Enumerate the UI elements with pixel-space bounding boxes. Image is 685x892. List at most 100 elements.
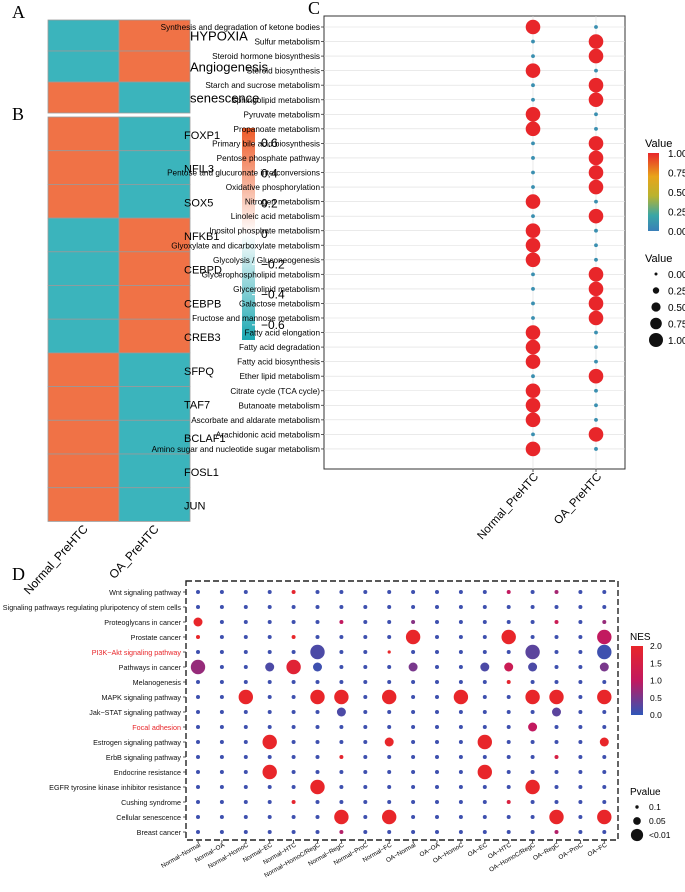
data-point bbox=[310, 644, 325, 660]
data-point bbox=[196, 725, 200, 729]
data-point bbox=[411, 680, 416, 684]
data-point bbox=[531, 39, 535, 44]
data-point bbox=[196, 605, 200, 609]
data-point bbox=[219, 815, 224, 819]
y-tick-label: Cellular senescence bbox=[116, 813, 181, 822]
heat-cell bbox=[47, 352, 120, 387]
data-point bbox=[291, 650, 296, 654]
data-point bbox=[482, 815, 487, 819]
y-tick-label: Primary bile acid biosynthesis bbox=[212, 139, 320, 148]
y-tick-label: Fatty acid elongation bbox=[244, 329, 320, 338]
data-point bbox=[588, 92, 604, 108]
legend-size-key bbox=[651, 302, 661, 312]
data-point bbox=[482, 605, 487, 609]
data-point bbox=[363, 785, 368, 789]
data-point bbox=[506, 755, 511, 759]
heatmap-colorbar: 0.6 0.4 0.2 0 −0.2 −0.4 −0.6 bbox=[242, 128, 285, 340]
y-tick-label: Signaling pathways regulating pluripoten… bbox=[3, 603, 182, 612]
colorbar-tick-label: 0 bbox=[261, 227, 268, 241]
data-point bbox=[387, 650, 391, 654]
y-tick-label: Wnt signaling pathway bbox=[109, 588, 181, 597]
data-point bbox=[411, 620, 416, 624]
nes-legend-bar bbox=[631, 646, 643, 715]
data-point bbox=[594, 403, 598, 408]
data-point bbox=[458, 770, 463, 774]
data-point bbox=[588, 179, 604, 195]
data-point bbox=[387, 785, 392, 789]
data-point bbox=[339, 785, 344, 789]
data-point bbox=[482, 650, 487, 654]
data-point bbox=[334, 689, 349, 705]
heat-cell bbox=[47, 116, 120, 152]
y-tick-label: Fructose and mannose metabolism bbox=[192, 314, 320, 323]
data-point bbox=[243, 725, 248, 729]
data-point bbox=[602, 830, 607, 834]
data-point bbox=[411, 710, 416, 714]
data-point bbox=[525, 107, 541, 122]
data-point bbox=[477, 764, 492, 780]
data-point bbox=[458, 740, 463, 744]
plot-frame bbox=[323, 15, 626, 470]
data-point bbox=[315, 620, 320, 624]
heat-row-label: HYPOXIA bbox=[190, 29, 248, 44]
data-point bbox=[387, 635, 392, 639]
legend-tick-label: 0.25 bbox=[668, 208, 685, 219]
data-point bbox=[243, 635, 248, 639]
data-point bbox=[554, 665, 559, 669]
data-point bbox=[219, 635, 224, 639]
data-point bbox=[530, 815, 535, 819]
data-point bbox=[219, 770, 224, 774]
data-point bbox=[578, 770, 583, 774]
data-point bbox=[531, 97, 535, 102]
data-point bbox=[435, 710, 439, 714]
data-point bbox=[458, 785, 463, 789]
data-point bbox=[594, 25, 598, 29]
panel-label-d: D bbox=[12, 564, 25, 584]
data-point bbox=[531, 54, 535, 58]
data-point bbox=[506, 725, 511, 729]
data-point bbox=[554, 590, 559, 594]
data-point bbox=[411, 800, 416, 804]
data-point bbox=[219, 665, 224, 669]
legend-title: Pvalue bbox=[630, 787, 661, 798]
data-point bbox=[387, 605, 392, 609]
heat-cell bbox=[118, 150, 191, 185]
data-point bbox=[531, 214, 535, 219]
data-point bbox=[339, 620, 344, 624]
data-point bbox=[363, 665, 368, 669]
data-point bbox=[243, 800, 248, 804]
data-point bbox=[554, 620, 559, 624]
data-point bbox=[578, 635, 583, 639]
data-point bbox=[291, 830, 296, 834]
data-point bbox=[597, 629, 612, 645]
data-point bbox=[435, 620, 439, 624]
data-point bbox=[196, 785, 200, 789]
data-point bbox=[458, 755, 463, 759]
heat-cell bbox=[47, 453, 120, 489]
data-point bbox=[435, 665, 439, 669]
y-tick-label: Glycerolipid metabolism bbox=[233, 285, 320, 294]
data-point bbox=[554, 680, 559, 684]
data-point bbox=[525, 644, 540, 660]
data-point bbox=[482, 680, 487, 684]
data-point bbox=[458, 620, 463, 624]
data-point bbox=[599, 737, 609, 747]
heat-cell bbox=[47, 419, 120, 455]
heat-cell bbox=[118, 217, 191, 253]
data-point bbox=[265, 662, 275, 672]
data-point bbox=[315, 755, 320, 759]
data-point bbox=[291, 590, 296, 594]
data-point bbox=[578, 695, 583, 699]
data-point bbox=[196, 815, 200, 819]
data-point bbox=[291, 710, 296, 714]
data-point bbox=[315, 770, 320, 774]
data-point bbox=[531, 83, 535, 88]
heat-row-label: CEBPD bbox=[184, 265, 222, 277]
data-point bbox=[531, 316, 535, 320]
legend-tick-label: 1.00 bbox=[668, 336, 685, 347]
data-point bbox=[262, 734, 277, 750]
colorbar-tick-label: −0.4 bbox=[261, 288, 285, 302]
data-point bbox=[506, 740, 511, 744]
data-point bbox=[588, 77, 604, 93]
